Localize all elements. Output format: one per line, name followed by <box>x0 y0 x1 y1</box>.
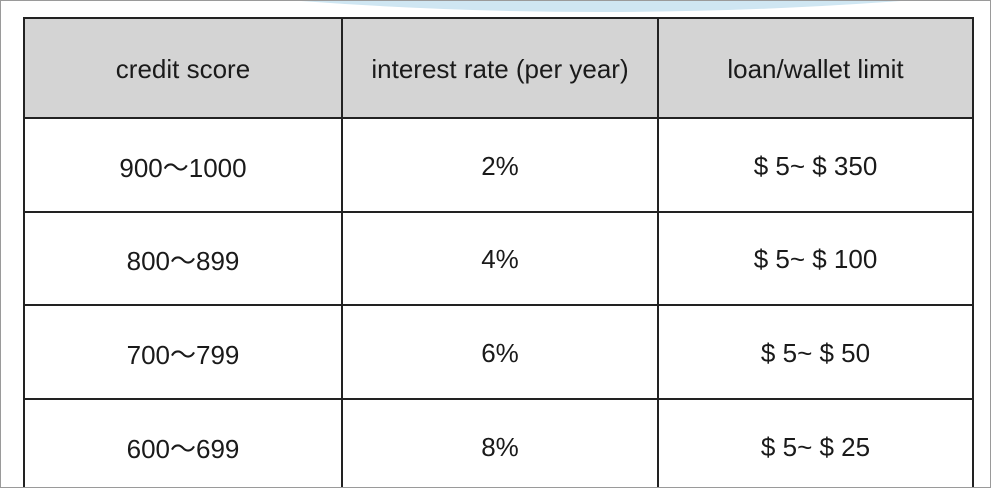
header-cell: credit score <box>23 17 341 119</box>
table-cell: $ 5~ $ 25 <box>657 398 974 487</box>
table: credit score interest rate (per year) loan… <box>23 17 974 487</box>
table-cell: 600～699 <box>23 398 341 487</box>
table-cell: 700～799 <box>23 304 341 400</box>
table-cell: $ 5~ $ 100 <box>657 211 974 306</box>
header-cell: loan/wallet limit <box>657 17 974 119</box>
table-cell: 800～899 <box>23 211 341 306</box>
header-cell: interest rate (per year) <box>341 17 657 119</box>
table-cell: 4% <box>341 211 657 306</box>
table-cell: 6% <box>341 304 657 400</box>
table-cell: 900～1000 <box>23 117 341 213</box>
table-cell: $ 5~ $ 50 <box>657 304 974 400</box>
table-cell: $ 5~ $ 350 <box>657 117 974 213</box>
table-cell: 8% <box>341 398 657 487</box>
table-cell: 2% <box>341 117 657 213</box>
top-arc <box>301 1 901 12</box>
decoration <box>301 1 901 12</box>
